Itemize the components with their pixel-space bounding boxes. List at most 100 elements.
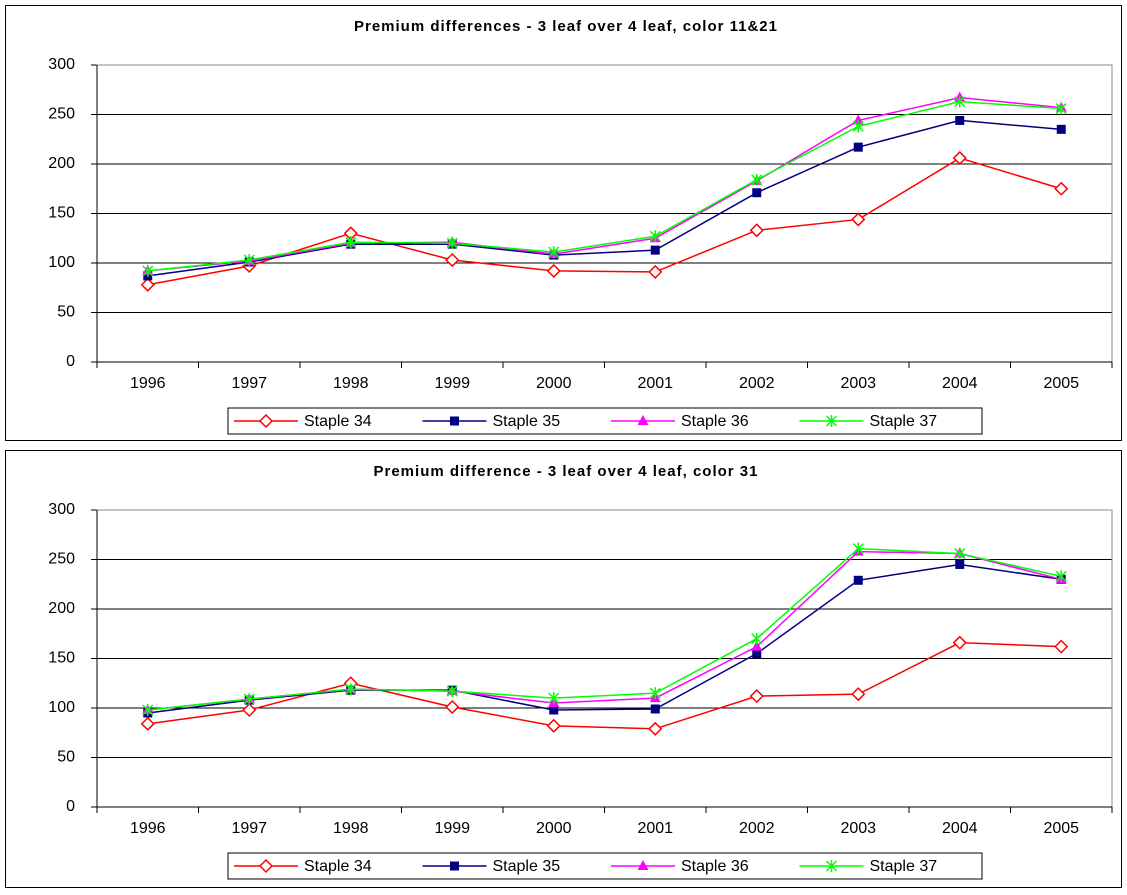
y-tick-label: 200 [48,600,75,617]
marker [749,689,764,704]
legend-label: Staple 34 [304,858,372,875]
marker [955,559,965,569]
legend-label: Staple 37 [870,413,938,430]
marker [853,142,863,152]
marker [446,237,458,250]
chart-title: Premium differences - 3 leaf over 4 leaf… [354,18,778,35]
marker [258,858,274,874]
marker [851,212,866,227]
marker [852,114,864,125]
marker [650,704,660,714]
marker [954,95,966,108]
y-tick-label: 150 [48,205,75,222]
marker [825,415,838,427]
marker [1054,181,1069,196]
marker [142,264,154,277]
marker [751,173,763,186]
y-tick-label: 50 [57,304,75,321]
marker [445,252,460,268]
marker [1055,570,1067,583]
series-line [147,96,1062,272]
y-tick-label: 100 [48,699,75,716]
marker [450,416,459,426]
marker [851,687,866,702]
marker [546,718,561,733]
x-tick-label: 2005 [1043,820,1079,837]
marker [445,699,460,715]
marker [637,415,649,425]
marker [243,693,255,706]
marker [446,685,458,698]
legend-label: Staple 34 [304,413,372,430]
x-tick-label: 1996 [130,375,166,392]
x-tick-label: 2001 [637,375,673,392]
y-tick-label: 100 [48,254,75,271]
marker [952,635,967,650]
marker [749,223,764,238]
y-tick-label: 50 [57,749,75,766]
x-tick-label: 2000 [536,820,572,837]
chart-frame [5,450,1122,888]
legend-label: Staple 35 [493,413,561,430]
x-tick-label: 2002 [739,375,775,392]
legend-label: Staple 37 [870,858,938,875]
y-tick-label: 0 [66,798,75,815]
series-line [147,563,1062,714]
marker [952,150,967,166]
marker [649,230,661,243]
y-tick-label: 300 [48,56,75,73]
marker [242,702,257,718]
marker [648,721,663,736]
y-tick-label: 200 [48,155,75,172]
marker [258,413,274,429]
legend-label: Staple 35 [493,858,561,875]
marker [345,683,357,696]
y-tick-label: 250 [48,106,75,123]
x-tick-label: 1999 [434,820,470,837]
x-tick-label: 2004 [942,820,978,837]
marker [752,649,762,659]
marker [142,703,154,716]
x-tick-label: 1998 [333,375,369,392]
marker [140,716,155,731]
marker [648,264,663,279]
x-tick-label: 1997 [231,375,267,392]
marker [752,188,762,198]
x-tick-label: 2005 [1043,375,1079,392]
x-tick-label: 2002 [739,820,775,837]
x-tick-label: 2001 [637,820,673,837]
series-line [147,641,1062,730]
series-line [147,119,1062,277]
x-tick-label: 2003 [840,820,876,837]
series-line [147,157,1062,286]
marker [954,547,966,560]
x-tick-label: 1997 [231,820,267,837]
chart-frame [5,5,1122,441]
marker [548,246,560,259]
marker [751,640,763,651]
x-tick-label: 1998 [333,820,369,837]
marker [955,115,965,125]
y-tick-label: 150 [48,650,75,667]
y-tick-label: 250 [48,551,75,568]
marker [1056,124,1066,134]
x-tick-label: 2000 [536,375,572,392]
chart-title: Premium difference - 3 leaf over 4 leaf,… [374,463,759,480]
y-tick-label: 300 [48,501,75,518]
x-tick-label: 1999 [434,375,470,392]
marker [549,705,559,715]
marker [546,263,561,278]
marker [345,236,357,249]
marker [243,254,255,267]
legend-label: Staple 36 [681,413,749,430]
marker [853,575,863,585]
x-tick-label: 1996 [130,820,166,837]
y-tick-label: 0 [66,353,75,370]
marker [751,632,763,645]
series-line [147,547,1062,711]
marker [1054,639,1069,654]
marker [140,277,155,292]
marker [548,692,560,705]
